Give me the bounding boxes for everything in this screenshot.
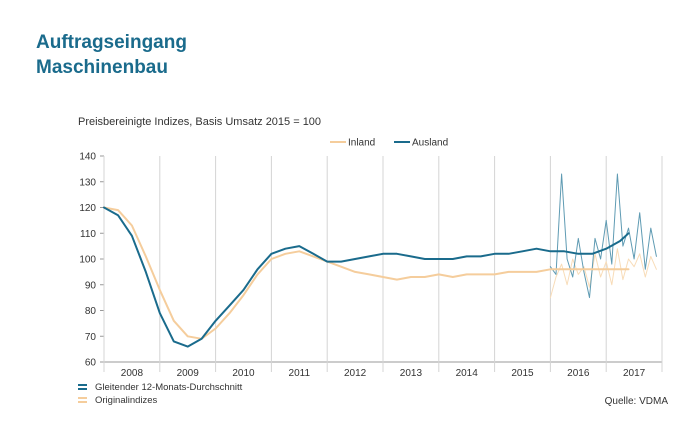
series-line-inland-smoothed [103,206,630,340]
chart-title: Auftragseingang Maschinenbau [36,30,187,80]
smoothed-swatch [78,384,87,391]
note-original-label: Originalindizes [95,395,158,406]
x-tick-label: 2009 [177,368,200,379]
note-smoothed: Gleitender 12-Monats-Durchschnitt [78,382,242,393]
x-tick-label: 2012 [344,368,367,379]
x-tick-label: 2013 [400,368,423,379]
note-original: Originalindizes [78,395,157,406]
x-tick-label: 2011 [289,368,311,379]
title-line-2: Maschinenbau [36,57,168,78]
x-tick-label: 2015 [511,368,534,379]
y-tick-label: 70 [85,332,97,343]
legend-label-ausland: Ausland [412,138,448,149]
y-tick-label: 140 [79,152,96,163]
y-tick-label: 110 [80,229,96,240]
source-label: Quelle: VDMA [604,396,668,407]
x-tick-label: 2016 [567,368,590,379]
legend-label-inland: Inland [348,138,375,149]
title-line-1: Auftragseingang [36,32,187,53]
chart-subtitle: Preisbereinigte Indizes, Basis Umsatz 20… [78,116,322,128]
y-tick-label: 120 [79,203,96,214]
x-tick-label: 2008 [121,368,144,379]
x-tick-label: 2017 [623,368,646,379]
series-line-ausland-smoothed [103,206,630,348]
y-tick-label: 90 [85,280,97,291]
y-tick-label: 60 [85,358,97,369]
y-tick-label: 80 [85,306,97,317]
series-line-ausland-original [549,173,657,299]
x-tick-label: 2014 [456,368,479,379]
note-smoothed-label: Gleitender 12-Monats-Durchschnitt [95,382,243,393]
original-swatch [78,397,87,404]
series-line-inland-original [549,248,657,299]
y-tick-label: 130 [79,177,96,188]
y-tick-label: 100 [79,255,96,266]
x-tick-label: 2010 [232,368,255,379]
